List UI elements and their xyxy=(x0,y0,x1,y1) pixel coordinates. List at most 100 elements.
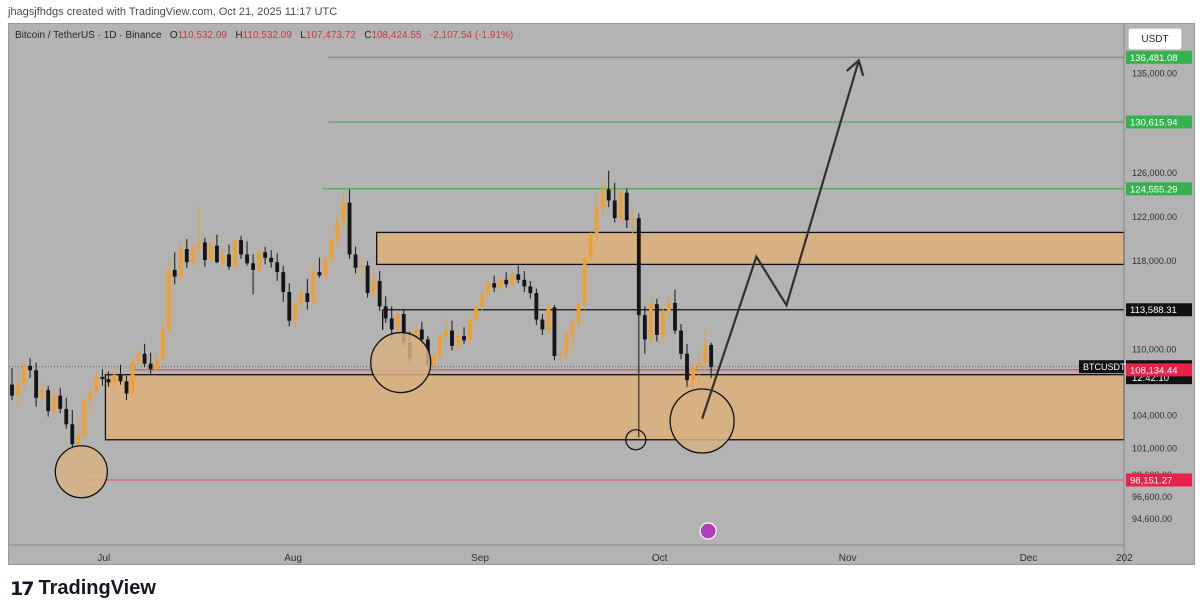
candle-body xyxy=(130,361,135,394)
candle-body xyxy=(570,321,575,334)
candle-body xyxy=(347,202,352,255)
candle-body xyxy=(40,390,45,398)
price-label-text: 130,615.94 xyxy=(1130,117,1178,128)
candle-body xyxy=(431,355,436,365)
candle-body xyxy=(10,384,14,396)
candle-body xyxy=(281,272,286,292)
candle-body xyxy=(630,218,635,221)
candle-body xyxy=(371,280,376,294)
candle-body xyxy=(142,353,147,364)
candle-body xyxy=(22,365,26,384)
watermark-caption: jhagsjfhdgs created with TradingView.com… xyxy=(8,6,338,18)
chart-panel[interactable]: 135,000.00 126,000.00 122,000.00 118,000.00… xyxy=(8,23,1195,565)
candle-body xyxy=(510,274,515,285)
candle-body xyxy=(480,294,485,307)
candle-body xyxy=(136,353,141,362)
highlight-circle-3 xyxy=(625,429,647,451)
candle-body xyxy=(178,248,183,277)
y-tick-label: 94,600.00 xyxy=(1132,514,1172,524)
y-tick-label: 118,000.00 xyxy=(1132,256,1176,266)
price-label-bg xyxy=(1126,115,1192,129)
candle-body xyxy=(576,304,581,322)
brand-name: TradingView xyxy=(38,577,156,599)
high-label: H xyxy=(235,30,243,41)
x-tick-label: Jul xyxy=(97,553,110,564)
event-marker-icon xyxy=(699,522,717,540)
candle-body xyxy=(558,353,563,356)
candle-body xyxy=(703,344,708,363)
highlight-circle-2 xyxy=(669,388,735,454)
candle-body xyxy=(522,279,527,287)
candle-body xyxy=(227,254,231,267)
candle-body xyxy=(498,279,503,288)
candle-body xyxy=(34,370,39,398)
low-value: 107,473.72 xyxy=(305,30,356,41)
candle-body xyxy=(438,336,442,356)
candle-body xyxy=(215,245,219,263)
price-label-text: 124,555.29 xyxy=(1130,184,1178,195)
x-tick-label: Sep xyxy=(471,553,489,564)
price-label-bg xyxy=(1126,182,1192,196)
x-tick-label: Oct xyxy=(652,553,668,564)
x-tick-label: 202 xyxy=(1116,553,1133,564)
candle-body xyxy=(239,240,243,255)
price-label-text: 98,151.27 xyxy=(1130,475,1172,486)
price-label-text: 108,134.44 xyxy=(1130,365,1178,376)
candle-body xyxy=(654,304,659,335)
high-value: 110,532.09 xyxy=(242,30,292,41)
y-tick-label: 126,000.00 xyxy=(1132,168,1177,178)
candle-body xyxy=(172,269,177,277)
candle-body xyxy=(588,234,593,258)
candle-body xyxy=(365,265,370,294)
candle-body xyxy=(697,362,702,369)
y-tick-label: 101,000.00 xyxy=(1132,444,1177,454)
candle-body xyxy=(275,262,280,273)
candle-body xyxy=(450,330,454,347)
price-chart[interactable]: 135,000.00 126,000.00 122,000.00 118,000.00… xyxy=(9,24,1194,564)
candle-body xyxy=(100,376,105,380)
candle-body xyxy=(160,329,165,360)
currency-button[interactable]: USDT xyxy=(1128,28,1182,50)
candle-body xyxy=(28,365,33,371)
x-tick-label: Aug xyxy=(284,553,302,564)
candle-body xyxy=(462,336,466,341)
candle-body xyxy=(323,258,328,276)
candle-body xyxy=(504,279,509,285)
candle-body xyxy=(52,395,57,412)
candle-body xyxy=(401,314,406,343)
price-label-countdown: 12:42:10 xyxy=(1132,373,1169,384)
highlight-circle-1 xyxy=(370,331,432,394)
candle-body xyxy=(673,303,677,331)
candle-body xyxy=(305,293,310,302)
candle-body xyxy=(124,381,129,394)
candle-body xyxy=(317,272,322,276)
candle-body xyxy=(444,330,448,337)
candle-body xyxy=(540,319,545,330)
candle-body xyxy=(600,189,605,209)
price-label-bg xyxy=(1126,363,1192,377)
candle-body xyxy=(661,310,665,335)
candle-body xyxy=(208,245,213,260)
candle-body xyxy=(709,344,714,367)
candle-body xyxy=(269,257,274,263)
candle-body xyxy=(311,272,316,302)
candle-body xyxy=(76,435,81,445)
candle-body xyxy=(88,392,93,401)
candle-body xyxy=(353,254,358,268)
candle-body xyxy=(486,283,491,295)
resistance-zone xyxy=(375,231,1125,266)
tradingview-logo-icon: 17 xyxy=(10,577,34,600)
candle-body xyxy=(263,252,268,258)
candle-body xyxy=(112,374,117,383)
candle-body xyxy=(606,189,611,201)
change-value: -2,107.54 (-1.91%) xyxy=(429,30,514,41)
candle-body xyxy=(456,336,460,347)
projection-arrowhead xyxy=(846,58,865,77)
y-tick-label: 122,000.00 xyxy=(1132,212,1177,222)
candle-body xyxy=(642,315,647,340)
candle-body xyxy=(474,306,479,320)
candle-body xyxy=(359,265,364,268)
candle-body xyxy=(395,314,400,330)
tradingview-brand[interactable]: 17 TradingView xyxy=(10,577,156,600)
candle-body xyxy=(221,254,225,263)
